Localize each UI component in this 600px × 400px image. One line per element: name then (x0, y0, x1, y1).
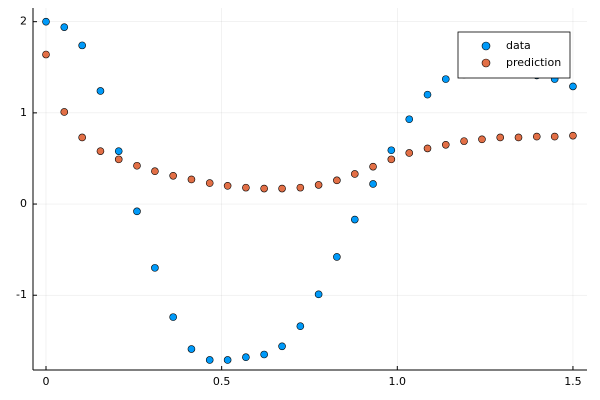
point (387, 146, 396, 155)
x-tick-label: 1.0 (389, 375, 407, 388)
point (223, 356, 232, 364)
point (423, 144, 432, 153)
point (278, 342, 286, 351)
point (42, 50, 50, 59)
point (460, 137, 468, 145)
point (78, 41, 86, 50)
point (114, 147, 123, 155)
point (314, 290, 323, 299)
point (514, 133, 523, 142)
point (387, 155, 396, 164)
point (333, 176, 341, 185)
point (350, 215, 359, 224)
point (133, 207, 141, 216)
point (42, 17, 50, 26)
point (441, 140, 450, 149)
point (242, 353, 250, 362)
point (96, 147, 105, 155)
point (96, 87, 105, 95)
point (314, 181, 323, 189)
point (296, 322, 305, 331)
x-tick-label: 0 (42, 375, 49, 388)
point (333, 253, 341, 261)
legend-marker (481, 58, 491, 68)
point (169, 171, 177, 180)
x-tick-label: 0.5 (213, 375, 231, 388)
point (441, 75, 450, 83)
y-tick-label: 2 (20, 15, 27, 28)
point (151, 167, 159, 176)
point (569, 82, 577, 91)
legend-marker (481, 41, 491, 51)
point (187, 175, 196, 184)
y-tick-label: 1 (20, 106, 27, 119)
point (405, 149, 414, 157)
point (278, 184, 286, 193)
point (223, 182, 232, 190)
point (550, 132, 559, 141)
point (569, 131, 577, 140)
point (369, 180, 377, 188)
point (260, 350, 268, 359)
point (133, 161, 141, 170)
y-tick-label: 0 (20, 197, 27, 210)
point (350, 170, 359, 178)
point (169, 313, 177, 321)
point (78, 133, 86, 142)
point (114, 155, 123, 164)
point (151, 264, 159, 272)
point (60, 23, 69, 31)
point (405, 115, 414, 124)
point (296, 183, 305, 192)
point (242, 183, 250, 192)
legend-box (457, 31, 571, 79)
point (532, 132, 541, 141)
point (60, 108, 69, 116)
point (187, 345, 196, 353)
point (423, 90, 432, 99)
point (260, 184, 268, 193)
point (496, 133, 505, 142)
point (205, 356, 214, 364)
point (369, 162, 377, 171)
x-tick-label: 1.5 (564, 375, 582, 388)
legend-label: prediction (506, 56, 561, 69)
y-tick-label: -1 (16, 288, 27, 301)
point (478, 135, 486, 144)
legend-label: data (506, 39, 531, 52)
point (205, 179, 214, 187)
